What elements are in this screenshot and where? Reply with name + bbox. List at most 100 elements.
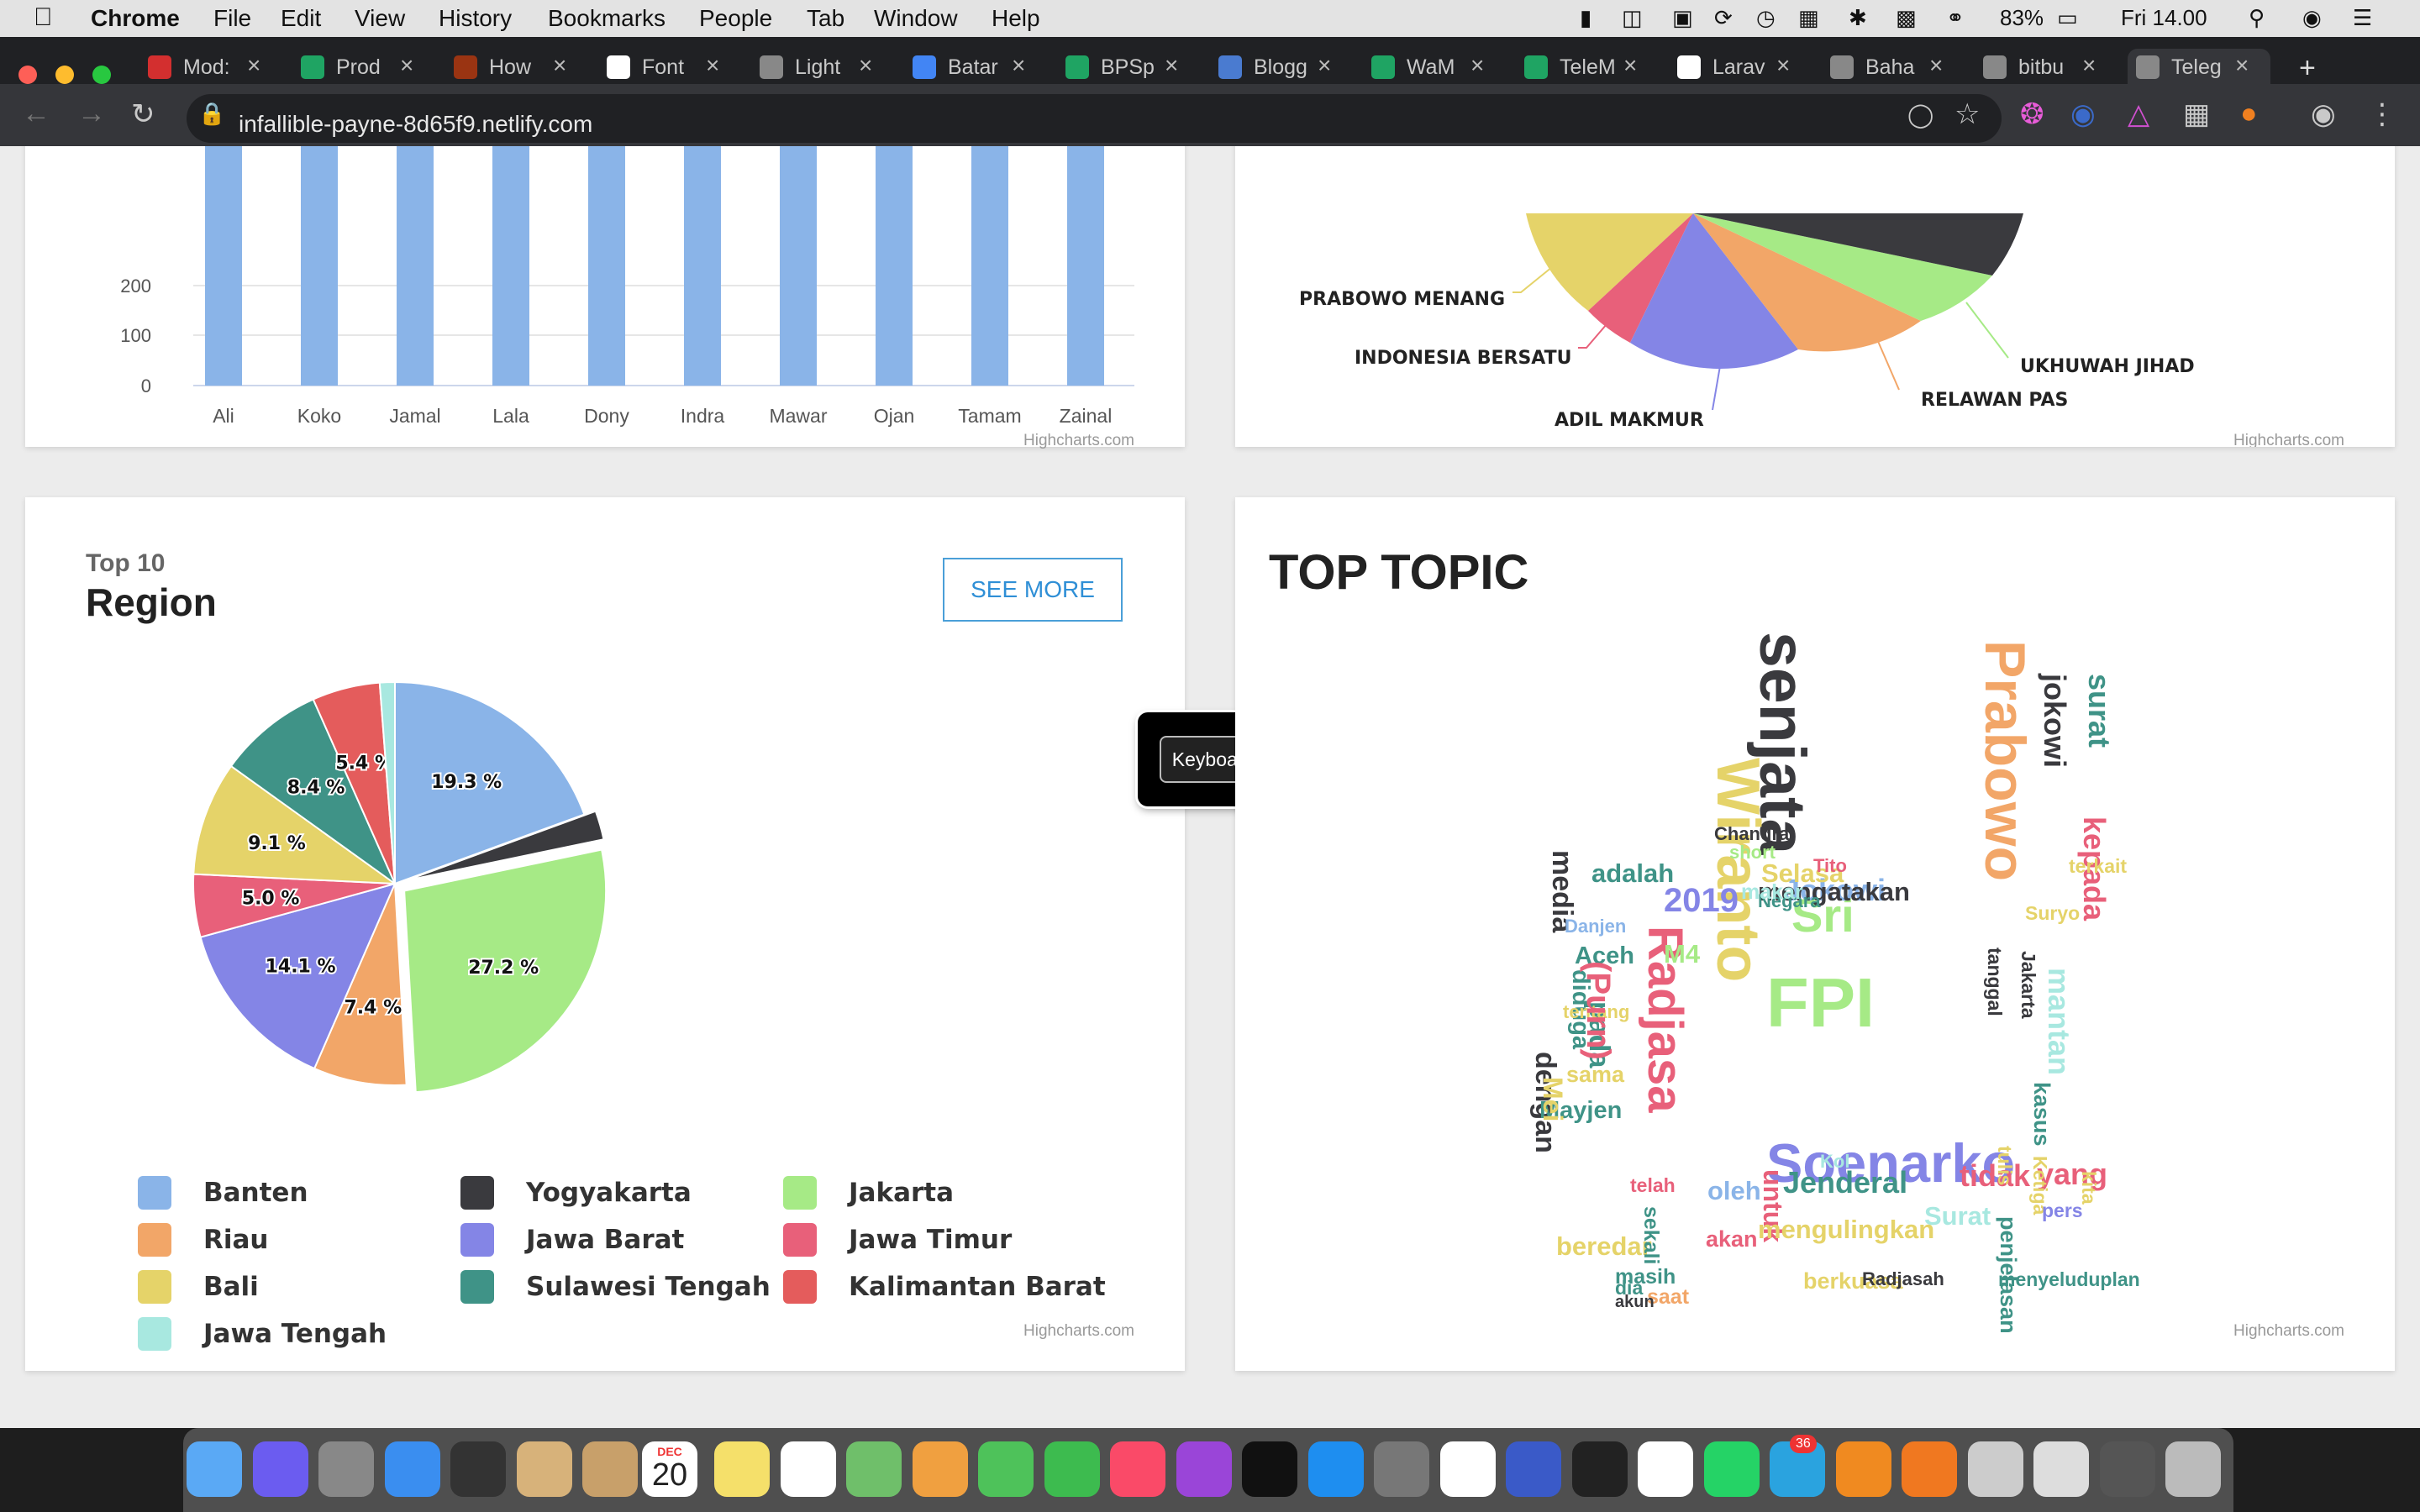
extension-chat-icon[interactable]: ▦	[2183, 98, 2211, 130]
tab-close-icon[interactable]: ×	[247, 52, 261, 78]
back-icon[interactable]: ←	[22, 97, 50, 129]
word-cloud-word[interactable]: akan	[1706, 1226, 1758, 1252]
legend-swatch[interactable]	[783, 1270, 817, 1304]
tab-close-icon[interactable]: ×	[553, 52, 567, 78]
sync-icon[interactable]: ⟳	[1714, 5, 1733, 30]
legend-swatch[interactable]	[783, 1223, 817, 1257]
word-cloud-word[interactable]: Radjasa	[1638, 926, 1692, 1113]
word-cloud-word[interactable]: Selasa	[1761, 858, 1844, 888]
legend-label[interactable]: Sulawesi Tengah	[526, 1272, 771, 1302]
legend-swatch[interactable]	[460, 1270, 494, 1304]
downloads-dock-icon[interactable]	[1967, 1441, 2023, 1497]
safari-dock-icon[interactable]	[384, 1441, 440, 1497]
remote-desktop-dock-icon[interactable]	[1506, 1441, 1561, 1497]
tab-close-icon[interactable]: ×	[1623, 52, 1638, 78]
menu-window[interactable]: Window	[874, 5, 958, 31]
browser-tab[interactable]: Prod ×	[292, 49, 435, 84]
legend-swatch[interactable]	[138, 1223, 171, 1257]
word-cloud-word[interactable]: kita	[2078, 1171, 2100, 1205]
notification-center-icon[interactable]: ☰	[2353, 5, 2373, 30]
highcharts-credit[interactable]: Highcharts.com	[2233, 1322, 2344, 1340]
quicktime-dock-icon[interactable]	[450, 1441, 506, 1497]
highcharts-credit[interactable]: Highcharts.com	[1023, 1322, 1134, 1340]
siri-dock-icon[interactable]	[252, 1441, 308, 1497]
extension-triangle-icon[interactable]: △	[2128, 98, 2150, 130]
word-cloud-word[interactable]: dengan	[1529, 1052, 1561, 1153]
chrome-menu-icon[interactable]: ⋮	[2368, 98, 2396, 130]
system-preferences-dock-icon[interactable]	[1374, 1441, 1429, 1497]
menu-app-name[interactable]: Chrome	[91, 5, 180, 31]
pie-slice-riau[interactable]	[313, 883, 408, 1086]
word-cloud-word[interactable]: Danjen	[1565, 916, 1627, 937]
bar-koko[interactable]	[301, 146, 338, 386]
pie-slice-yogyakarta[interactable]	[406, 810, 605, 882]
word-cloud-word[interactable]: menyeluduplan	[1998, 1268, 2140, 1290]
headphones-icon[interactable]: ◫	[1622, 5, 1643, 30]
apple-icon[interactable]: 	[34, 3, 53, 32]
chrome-dock-icon[interactable]	[1439, 1441, 1496, 1497]
legend-label[interactable]: Jakarta	[849, 1178, 955, 1208]
word-cloud-word[interactable]: Mayjen	[1539, 1097, 1623, 1124]
tab-close-icon[interactable]: ×	[1165, 52, 1179, 78]
tab-close-icon[interactable]: ×	[2235, 52, 2249, 78]
word-cloud-word[interactable]: Chandra	[1714, 823, 1790, 844]
browser-tab[interactable]: Baha ×	[1822, 49, 1965, 84]
word-cloud-word[interactable]: sama	[1566, 1062, 1625, 1087]
word-cloud-word[interactable]: mengatakan	[1758, 877, 1910, 906]
tab-label[interactable]: Teleg	[2171, 55, 2222, 79]
menu-bookmarks[interactable]: Bookmarks	[548, 5, 666, 31]
legend-label[interactable]: Banten	[203, 1178, 308, 1208]
minimize-window-button[interactable]	[55, 66, 74, 84]
shield-icon[interactable]: ▮	[1580, 5, 1592, 30]
bar-indra[interactable]	[684, 146, 721, 386]
url-text[interactable]: infallible-payne-8d65f9.netlify.com	[239, 111, 593, 137]
word-cloud-word[interactable]: Wiranto	[1704, 758, 1771, 983]
maps-dock-icon[interactable]	[846, 1441, 902, 1497]
browser-tab[interactable]: Mod: ×	[139, 49, 282, 84]
word-cloud-word[interactable]: media	[1546, 850, 1578, 933]
word-cloud-word[interactable]: masih	[1615, 1265, 1676, 1289]
word-cloud-word[interactable]: Prabowo	[1973, 640, 2037, 882]
tab-label[interactable]: WaM	[1407, 55, 1455, 79]
clock-icon[interactable]: ◷	[1756, 5, 1776, 30]
bar-jamal[interactable]	[397, 146, 434, 386]
word-cloud-word[interactable]: mantan	[2042, 968, 2076, 1076]
wifi-icon[interactable]: ⚭	[1946, 5, 1965, 30]
new-tab-button[interactable]: +	[2299, 52, 2316, 84]
see-more-button[interactable]: SEE MORE	[943, 558, 1123, 622]
legend-label[interactable]: Jawa Barat	[526, 1225, 685, 1255]
tab-label[interactable]: BPSp	[1101, 55, 1155, 79]
word-cloud-word[interactable]: Negara	[1758, 890, 1821, 911]
word-cloud-word[interactable]: makar	[1741, 880, 1803, 904]
screenshot-dock-icon[interactable]	[2099, 1441, 2155, 1497]
pie-slice-bali[interactable]	[192, 764, 398, 885]
zoom-window-button[interactable]	[92, 66, 111, 84]
extension-fire-icon[interactable]: ●	[2240, 97, 2258, 129]
tab-close-icon[interactable]: ×	[1470, 52, 1485, 78]
see-more-label[interactable]: SEE MORE	[971, 576, 1095, 602]
pie-slice-jawa-barat[interactable]	[199, 882, 397, 1070]
word-cloud-word[interactable]: Kol	[1820, 1151, 1850, 1172]
word-cloud-word[interactable]: short	[1729, 842, 1776, 863]
tab-label[interactable]: Light	[795, 55, 841, 79]
browser-tab[interactable]: Batar ×	[904, 49, 1047, 84]
tab-label[interactable]: bitbu	[2018, 55, 2065, 79]
forward-icon[interactable]: →	[77, 97, 106, 129]
word-cloud-word[interactable]: berkuasa	[1803, 1268, 1903, 1294]
terminal-dock-icon[interactable]	[1571, 1441, 1628, 1497]
tab-close-icon[interactable]: ×	[1318, 52, 1332, 78]
profile-avatar[interactable]: ◉	[2311, 98, 2336, 130]
legend-swatch[interactable]	[138, 1317, 171, 1351]
word-cloud-word[interactable]: Jakarta	[2018, 951, 2039, 1019]
apple-tv-dock-icon[interactable]	[1242, 1441, 1297, 1497]
word-cloud-word[interactable]: Jokowi	[1783, 873, 1886, 907]
legend-label[interactable]: Jawa Tengah	[203, 1319, 387, 1349]
tab-label[interactable]: How	[489, 55, 532, 79]
word-cloud-word[interactable]: telah	[1630, 1174, 1676, 1196]
word-cloud-word[interactable]: tanggal	[1984, 948, 2006, 1016]
browser-tab[interactable]: WaM ×	[1363, 49, 1506, 84]
notes-dock-icon[interactable]	[714, 1441, 770, 1497]
browser-tab[interactable]: Blogg ×	[1210, 49, 1353, 84]
bar-ali[interactable]	[205, 146, 242, 386]
highcharts-credit[interactable]: Highcharts.com	[1023, 432, 1134, 449]
